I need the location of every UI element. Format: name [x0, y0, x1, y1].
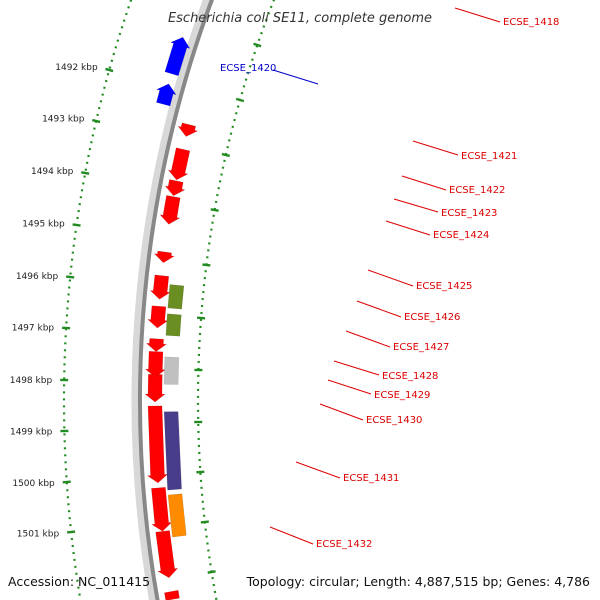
gene-leader-line — [295, 461, 341, 479]
kbp-tick-label: 1494 kbp — [31, 167, 74, 177]
gene-arrow[interactable] — [149, 274, 172, 300]
kbp-tick-mark — [105, 67, 114, 73]
kbp-tick-mark — [67, 530, 76, 534]
topology-text: Topology: circular; Length: 4,887,515 bp… — [246, 574, 590, 589]
gene-leader-line — [356, 300, 402, 318]
gene-leader-line — [367, 269, 414, 287]
kbp-tick-label: 1496 kbp — [16, 272, 59, 282]
kbp-tick-label: 1497 kbp — [12, 323, 55, 333]
gene-arrow[interactable] — [144, 350, 167, 378]
accession-text: Accession: NC_011415 — [8, 574, 150, 589]
kbp-tick-label: 1500 kbp — [12, 479, 55, 489]
outer-tick-ring — [62, 0, 133, 600]
inner-tick-mark — [197, 316, 206, 320]
gene-leader-line — [333, 360, 380, 376]
kbp-tick-mark — [62, 480, 71, 484]
gene-leader-line — [272, 69, 319, 85]
kbp-tick-label: 1492 kbp — [55, 63, 98, 73]
gene-leader-line — [412, 140, 459, 156]
gene-arrow[interactable] — [167, 493, 187, 538]
gene-leader-line — [269, 526, 314, 545]
inner-tick-mark — [210, 208, 219, 212]
inner-tick-mark — [221, 152, 231, 158]
gene-arrow[interactable] — [167, 284, 185, 310]
gene-label[interactable]: ECSE_1431 — [343, 473, 399, 484]
gene-arrow[interactable] — [164, 179, 186, 197]
inner-tick-mark — [196, 470, 205, 474]
gene-arrow-group — [144, 36, 199, 600]
gene-leader-line — [319, 403, 364, 421]
gene-leader-line — [327, 379, 372, 395]
gene-arrow[interactable] — [150, 486, 173, 532]
gene-label[interactable]: ECSE_1422 — [449, 185, 505, 196]
inner-tick-mark — [207, 570, 216, 574]
gene-arrow[interactable] — [159, 195, 181, 225]
kbp-tick-label: 1493 kbp — [42, 114, 85, 124]
gene-arrow[interactable] — [163, 411, 182, 491]
genome-backbone — [138, 0, 215, 600]
gene-leader-line — [454, 7, 501, 23]
gene-arrow[interactable] — [146, 405, 169, 484]
gene-arrow[interactable] — [164, 589, 180, 600]
gene-label[interactable]: ECSE_1424 — [433, 230, 489, 241]
gene-arrow[interactable] — [164, 36, 191, 77]
gene-label[interactable]: ECSE_1420 — [220, 63, 276, 74]
kbp-tick-mark — [91, 118, 101, 124]
inner-tick-mark — [202, 263, 211, 267]
gene-arrow[interactable] — [177, 122, 199, 137]
kbp-tick-label: 1499 kbp — [10, 427, 53, 437]
gene-leader-line — [401, 175, 447, 191]
map-title: Escherichia coli SE11, complete genome — [168, 11, 432, 26]
gene-label[interactable]: ECSE_1425 — [416, 281, 472, 292]
gene-label[interactable]: ECSE_1426 — [404, 312, 460, 323]
kbp-tick-group: 1492 kbp 1493 kbp 1494 kbp 1495 kbp 1496 kbp… — [10, 42, 262, 574]
gene-label[interactable]: ECSE_1418 — [503, 17, 559, 28]
gene-leader-line — [385, 220, 431, 236]
gene-arrow[interactable] — [155, 83, 177, 107]
gene-arrow[interactable] — [167, 147, 191, 181]
gene-label[interactable]: ECSE_1430 — [366, 415, 422, 426]
inner-tick-mark — [200, 520, 209, 524]
gene-arrow[interactable] — [146, 305, 169, 329]
gene-leader-line — [393, 198, 439, 213]
inner-tick-ring — [196, 0, 276, 600]
gene-label[interactable]: ECSE_1428 — [382, 371, 438, 382]
gene-arrow[interactable] — [145, 338, 168, 352]
gene-arrow[interactable] — [165, 313, 182, 337]
kbp-tick-mark — [81, 171, 90, 175]
kbp-tick-mark — [72, 223, 81, 227]
gene-arrow[interactable] — [153, 250, 176, 264]
gene-arrow[interactable] — [155, 530, 179, 579]
kbp-tick-label: 1495 kbp — [22, 219, 65, 229]
gene-arrow[interactable] — [163, 356, 180, 385]
gene-label-group: ECSE_1418 ECSE_1420 ECSE_1421 ECSE_1422 ECSE… — [220, 7, 559, 550]
gene-label[interactable]: ECSE_1429 — [374, 390, 430, 401]
gene-label[interactable]: ECSE_1421 — [461, 151, 517, 162]
gene-label[interactable]: ECSE_1427 — [393, 342, 449, 353]
backbone-shadow — [131, 0, 213, 600]
gene-arrow[interactable] — [144, 373, 166, 403]
kbp-tick-label: 1501 kbp — [17, 529, 60, 539]
kbp-tick-mark — [66, 275, 75, 279]
gene-label[interactable]: ECSE_1423 — [441, 208, 497, 219]
inner-tick-mark — [235, 97, 245, 103]
gene-label[interactable]: ECSE_1432 — [316, 539, 372, 550]
gene-leader-line — [345, 330, 391, 348]
kbp-tick-label: 1498 kbp — [10, 376, 53, 386]
inner-tick-mark — [253, 42, 262, 48]
